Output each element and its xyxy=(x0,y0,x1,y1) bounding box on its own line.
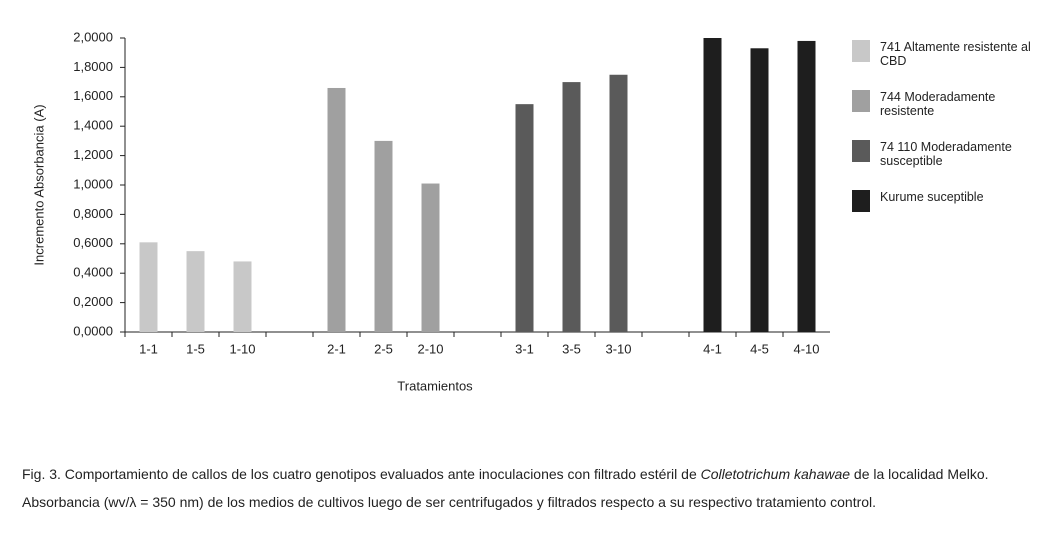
y-tick-label: 2,0000 xyxy=(73,29,113,44)
x-tick-label: 4-10 xyxy=(793,341,819,356)
bar xyxy=(233,261,252,332)
x-tick-label: 4-5 xyxy=(750,341,769,356)
bar xyxy=(139,242,158,332)
y-tick-label: 0,2000 xyxy=(73,294,113,309)
legend-label: 744 Moderadamente resistente xyxy=(880,90,996,118)
bar xyxy=(327,87,346,332)
bar xyxy=(374,140,393,332)
legend-swatch xyxy=(852,40,870,62)
y-tick-label: 0,0000 xyxy=(73,323,113,338)
y-tick-label: 0,4000 xyxy=(73,265,113,280)
legend-label: 741 Altamente resistente al CBD xyxy=(880,40,1031,68)
x-tick-label: 3-1 xyxy=(515,341,534,356)
y-tick-label: 1,2000 xyxy=(73,147,113,162)
y-tick-label: 0,6000 xyxy=(73,235,113,250)
bar xyxy=(515,104,534,333)
legend-item: 744 Moderadamente resistente xyxy=(852,90,1032,128)
caption-text: de la localidad Melko. Absorbancia (wv/λ… xyxy=(22,466,989,510)
y-tick-label: 1,8000 xyxy=(73,59,113,74)
bar xyxy=(797,40,816,332)
caption-text: Fig. 3. Comportamiento de callos de los … xyxy=(22,466,701,482)
y-tick-label: 1,0000 xyxy=(73,176,113,191)
bar xyxy=(562,82,581,332)
x-tick-label: 3-10 xyxy=(605,341,631,356)
y-tick-label: 0,8000 xyxy=(73,206,113,221)
x-tick-label: 2-10 xyxy=(417,341,443,356)
x-tick-label: 2-5 xyxy=(374,341,393,356)
legend: 741 Altamente resistente al CBD 744 Moder… xyxy=(852,40,1032,240)
legend-swatch xyxy=(852,190,870,212)
legend-item: 74 110 Moderadamente susceptible xyxy=(852,140,1032,178)
legend-swatch xyxy=(852,140,870,162)
legend-label: 74 110 Moderadamente susceptible xyxy=(880,140,1012,168)
legend-item: Kurume suceptible xyxy=(852,190,1032,228)
bar xyxy=(750,48,769,332)
legend-label: Kurume suceptible xyxy=(880,190,984,204)
x-tick-label: 1-1 xyxy=(139,341,158,356)
caption-species: Colletotrichum kahawae xyxy=(700,466,851,482)
caption: Fig. 3. Comportamiento de callos de los … xyxy=(22,460,1052,516)
y-axis-label: Incremento Absorbancia (A) xyxy=(31,104,46,265)
bar xyxy=(703,38,722,332)
bar xyxy=(186,251,205,332)
x-tick-label: 1-10 xyxy=(229,341,255,356)
legend-swatch xyxy=(852,90,870,112)
y-tick-label: 1,6000 xyxy=(73,88,113,103)
x-axis-label: Tratamientos xyxy=(397,378,473,393)
chart: Incremento Absorbancia (A) Tratamientos … xyxy=(31,29,830,393)
x-tick-label: 2-1 xyxy=(327,341,346,356)
bar xyxy=(609,74,628,332)
x-tick-label: 4-1 xyxy=(703,341,722,356)
legend-item: 741 Altamente resistente al CBD xyxy=(852,40,1032,78)
x-tick-label: 3-5 xyxy=(562,341,581,356)
bar xyxy=(421,183,440,332)
y-tick-label: 1,4000 xyxy=(73,118,113,133)
x-tick-label: 1-5 xyxy=(186,341,205,356)
